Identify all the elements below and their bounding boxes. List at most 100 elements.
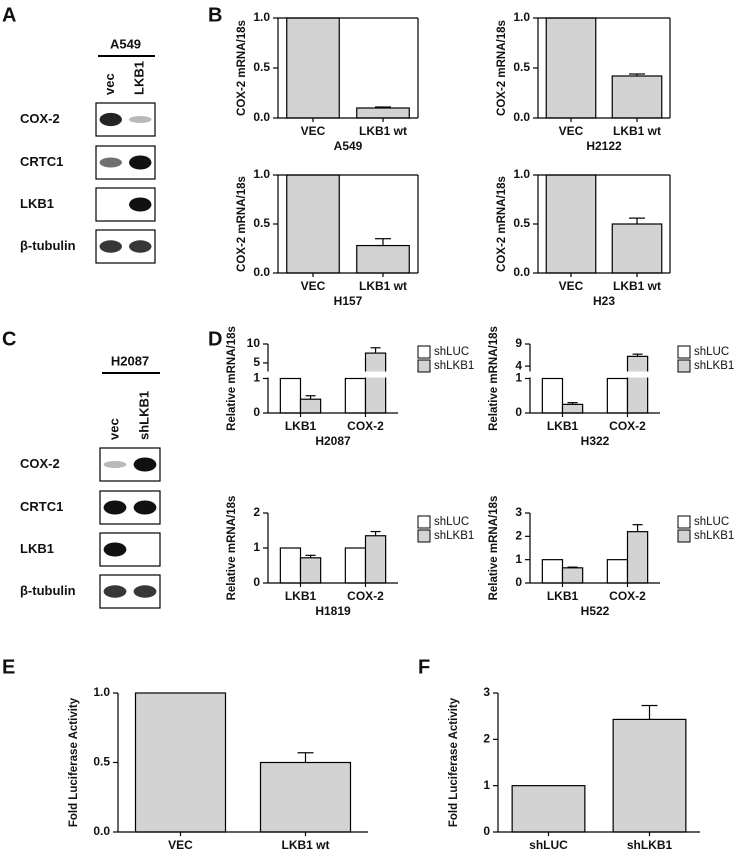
y-tick-label: 1 xyxy=(253,371,260,385)
x-tick-label: VEC xyxy=(559,279,584,293)
y-tick-label: 1.0 xyxy=(93,685,110,699)
row-label: LKB1 xyxy=(20,196,54,211)
bar xyxy=(259,761,352,833)
legend-label: shLUC xyxy=(694,346,729,358)
panel-label: D xyxy=(208,328,222,350)
legend-label: shLKB1 xyxy=(694,530,734,542)
y-tick-label: 4 xyxy=(515,358,522,372)
x-tick-label: COX-2 xyxy=(347,419,384,433)
legend-swatch xyxy=(417,529,431,543)
x-tick-label: LKB1 wt xyxy=(282,838,330,852)
bar xyxy=(606,377,629,414)
band xyxy=(103,585,127,598)
x-axis-title: H23 xyxy=(593,294,615,308)
y-tick-label: 0.5 xyxy=(253,216,270,230)
bar xyxy=(356,107,410,119)
band xyxy=(129,155,152,170)
row-label: COX-2 xyxy=(20,111,60,126)
legend-label: shLUC xyxy=(434,346,469,358)
legend-swatch xyxy=(677,359,691,373)
y-tick-label: 0.0 xyxy=(513,110,530,124)
x-tick-label: LKB1 wt xyxy=(613,124,661,138)
y-tick-label: 0 xyxy=(483,824,490,838)
band xyxy=(99,157,122,168)
bar xyxy=(545,174,597,274)
y-tick-label: 0.5 xyxy=(513,60,530,74)
x-tick-label: shLKB1 xyxy=(627,838,673,852)
row-label: CRTC1 xyxy=(20,499,63,514)
bar xyxy=(561,567,584,584)
bar xyxy=(511,785,586,833)
bar xyxy=(626,355,649,414)
y-axis-title: Relative mRNA/18s xyxy=(226,326,238,431)
legend-label: shLKB1 xyxy=(434,530,474,542)
y-tick-label: 1.0 xyxy=(253,167,270,181)
band xyxy=(103,461,127,468)
bar xyxy=(541,559,564,584)
y-tick-label: 0.5 xyxy=(93,755,110,769)
band xyxy=(133,457,157,472)
bar xyxy=(299,398,322,414)
y-tick-label: 0.5 xyxy=(253,60,270,74)
x-axis-title: H157 xyxy=(334,294,363,308)
x-tick-label: COX-2 xyxy=(609,589,646,603)
y-axis-title: Fold Luciferase Activity xyxy=(448,697,460,827)
bar xyxy=(611,75,663,119)
legend-label: shLKB1 xyxy=(434,360,474,372)
row-label: COX-2 xyxy=(20,456,60,471)
y-tick-label: 0 xyxy=(253,575,260,589)
legend-label: shLUC xyxy=(434,516,469,528)
bar xyxy=(545,17,597,119)
bar xyxy=(612,718,687,833)
axis-break xyxy=(262,371,398,378)
legend-swatch xyxy=(677,529,691,543)
legend-swatch xyxy=(417,515,431,529)
bar xyxy=(561,403,584,414)
x-tick-label: LKB1 xyxy=(547,589,579,603)
bar xyxy=(626,531,649,584)
x-axis-title: H322 xyxy=(581,434,610,448)
bar xyxy=(364,535,387,584)
bar xyxy=(606,559,629,584)
y-axis-title: COX-2 mRNA/18s xyxy=(236,176,248,272)
y-tick-label: 1.0 xyxy=(513,10,530,24)
blot-box xyxy=(95,102,156,137)
x-tick-label: COX-2 xyxy=(609,419,646,433)
x-tick-label: LKB1 wt xyxy=(359,124,407,138)
legend-swatch xyxy=(417,359,431,373)
y-axis-title: Relative mRNA/18s xyxy=(226,496,238,601)
y-tick-label: 0 xyxy=(253,405,260,419)
panel-label: A xyxy=(2,4,16,26)
y-tick-label: 9 xyxy=(515,336,522,350)
y-tick-label: 5 xyxy=(253,355,260,369)
y-axis-title: COX-2 mRNA/18s xyxy=(496,20,508,116)
panel-label: B xyxy=(208,4,222,26)
lane-label: shLKB1 xyxy=(136,391,151,440)
bar xyxy=(344,547,367,584)
axis-break xyxy=(524,371,660,378)
legend-swatch xyxy=(677,345,691,359)
y-tick-label: 0.0 xyxy=(93,824,110,838)
bar xyxy=(279,377,302,414)
bar xyxy=(611,223,663,274)
y-tick-label: 2 xyxy=(253,505,260,519)
y-tick-label: 10 xyxy=(247,336,261,350)
bar xyxy=(279,547,302,584)
row-label: β-tubulin xyxy=(20,583,76,598)
x-tick-label: shLUC xyxy=(529,838,568,852)
y-tick-label: 1 xyxy=(515,371,522,385)
band xyxy=(133,500,157,515)
y-tick-label: 0 xyxy=(515,575,522,589)
bar xyxy=(541,377,564,414)
legend-label: shLKB1 xyxy=(694,360,734,372)
cell-line-label: H2087 xyxy=(111,353,149,368)
x-axis-title: A549 xyxy=(334,139,363,153)
y-axis-title: Relative mRNA/18s xyxy=(488,496,500,601)
x-tick-label: VEC xyxy=(559,124,584,138)
y-tick-label: 2 xyxy=(515,529,522,543)
legend-swatch xyxy=(417,345,431,359)
row-label: CRTC1 xyxy=(20,154,63,169)
row-label: LKB1 xyxy=(20,541,54,556)
band xyxy=(99,112,122,127)
lane-label: vec xyxy=(106,418,121,440)
